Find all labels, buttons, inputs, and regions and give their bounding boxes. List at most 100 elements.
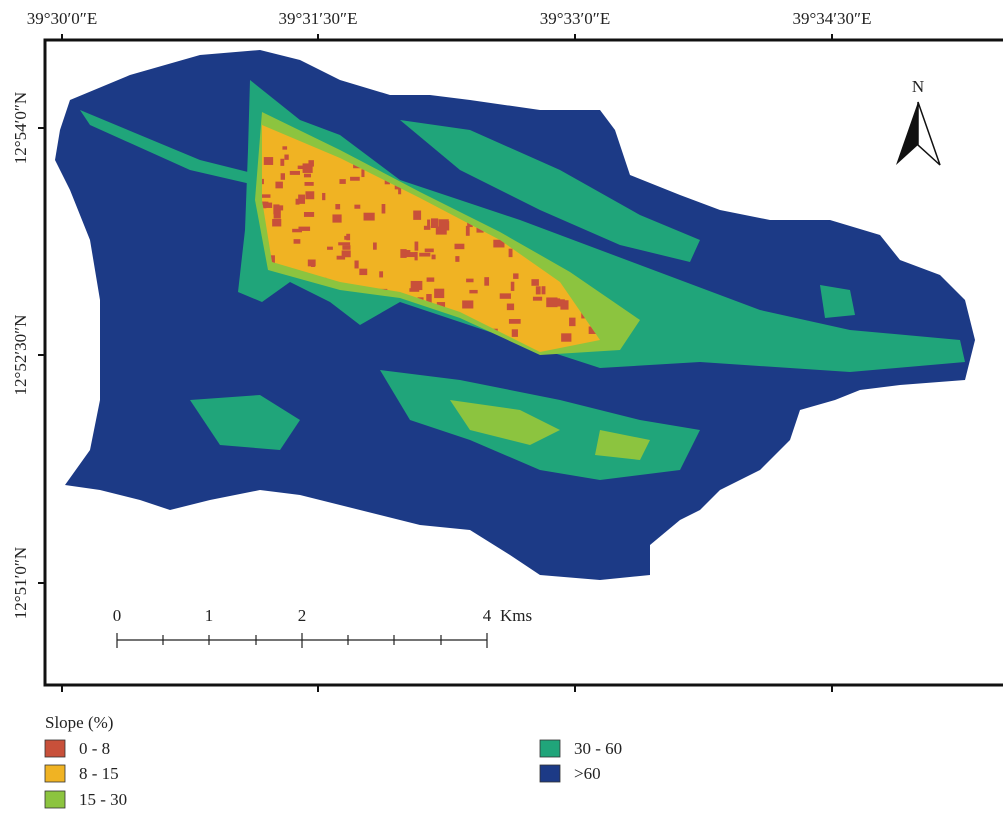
slope-speckle (425, 249, 434, 253)
slope-speckle (304, 212, 314, 217)
slope-speckle (533, 297, 542, 301)
slope-speckle (282, 146, 287, 149)
longitude-label: 39°31′30″E (279, 9, 358, 28)
slope-speckle (509, 319, 521, 324)
slope-speckle (536, 286, 541, 294)
north-label: N (912, 77, 924, 96)
slope-speckle (364, 213, 375, 221)
slope-speckle (342, 245, 350, 250)
slope-speckle (305, 191, 314, 199)
slope-speckle (511, 282, 515, 291)
legend-label: 30 - 60 (574, 739, 622, 758)
slope-speckle (484, 277, 489, 286)
slope-speckle (305, 182, 314, 186)
slope-speckle (512, 329, 518, 337)
legend-label: 15 - 30 (79, 790, 127, 809)
legend-label: >60 (574, 764, 601, 783)
legend-swatch (540, 765, 560, 782)
legend-title: Slope (%) (45, 713, 113, 732)
latitude-label: 12°52′30″N (11, 315, 30, 396)
slope-speckle (350, 177, 360, 181)
slope-speckle (272, 219, 281, 227)
legend-label: 8 - 15 (79, 764, 119, 783)
legend-swatch (540, 740, 560, 757)
slope-speckle (284, 155, 288, 160)
slope-speckle (373, 242, 377, 249)
scale-label: 2 (298, 606, 307, 625)
slope-speckle (304, 174, 311, 178)
slope-speckle (455, 256, 459, 262)
slope-speckle (262, 194, 271, 197)
scale-label: 0 (113, 606, 122, 625)
scale-label: 1 (205, 606, 214, 625)
slope-speckle (434, 289, 444, 298)
slope-speckle (513, 273, 518, 279)
slope-speckle (275, 182, 282, 189)
slope-speckle (415, 242, 419, 251)
slope-speckle (561, 333, 571, 341)
slope-speckle (359, 269, 367, 275)
longitude-label: 39°30′0″E (27, 9, 97, 28)
slope-speckle (424, 226, 430, 230)
slope-speckle (531, 279, 538, 286)
slope-speckle (294, 239, 301, 244)
slope-speckle (431, 218, 438, 228)
slope-speckle (432, 255, 436, 260)
slope-speckle (509, 249, 513, 257)
slope-speckle (507, 304, 514, 311)
slope-speckle (292, 229, 302, 232)
slope-speckle (427, 277, 435, 281)
slope-speckle (409, 288, 419, 292)
legend-swatch (45, 765, 65, 782)
slope-speckle (322, 193, 325, 200)
scale-label: 4 (483, 606, 492, 625)
slope-speckle (273, 204, 279, 214)
slope-speckle (342, 250, 351, 257)
scale-bar: 0 1 2 4 Kms (113, 606, 532, 648)
slope-speckle (335, 204, 340, 209)
slope-speckle (466, 226, 470, 236)
slope-speckle (332, 214, 341, 222)
slope-speckle (382, 204, 386, 213)
north-arrow: N (896, 77, 940, 165)
slope-speckle (298, 195, 305, 204)
slope-speckle (439, 219, 449, 227)
slope-speckle (361, 169, 364, 177)
slope-raster (55, 50, 975, 580)
slope-speckle (379, 271, 383, 277)
slope-speckle (280, 159, 284, 166)
legend-swatch (45, 740, 65, 757)
slope-speckle (338, 242, 350, 245)
slope-speckle (400, 249, 406, 258)
slope-speckle (455, 244, 465, 249)
latitude-label: 12°54′0″N (11, 92, 30, 164)
slope-speckle (303, 163, 313, 173)
slope-speckle (311, 264, 315, 267)
slope-speckle (542, 286, 546, 294)
slope-speckle (462, 300, 473, 308)
slope-speckle (327, 247, 333, 250)
legend-swatch (45, 791, 65, 808)
latitude-label: 12°51′0″N (11, 547, 30, 619)
longitude-label: 39°33′0″E (540, 9, 610, 28)
slope-speckle (354, 260, 358, 268)
slope-speckle (413, 211, 421, 220)
scale-unit: Kms (500, 606, 532, 625)
latitude-labels: 12°54′0″N 12°52′30″N 12°51′0″N (11, 92, 30, 619)
slope-speckle (344, 236, 348, 240)
slope-speckle (290, 171, 300, 175)
slope-speckle (469, 290, 477, 293)
slope-speckle (339, 179, 345, 184)
legend: Slope (%) 0 - 8 8 - 15 15 - 30 30 - 60 >60 (45, 713, 622, 809)
slope-speckle (466, 279, 473, 283)
slope-speckle (264, 157, 273, 165)
legend-label: 0 - 8 (79, 739, 110, 758)
slope-speckle (546, 297, 557, 307)
longitude-label: 39°34′30″E (793, 9, 872, 28)
slope-speckle (281, 173, 285, 180)
slope-speckle (354, 205, 360, 209)
slope-speckle (500, 293, 511, 298)
slope-map-figure: 39°30′0″E 39°31′30″E 39°33′0″E 39°34′30″… (0, 0, 1003, 824)
slope-speckle (419, 253, 430, 257)
slope-speckle (569, 318, 575, 327)
